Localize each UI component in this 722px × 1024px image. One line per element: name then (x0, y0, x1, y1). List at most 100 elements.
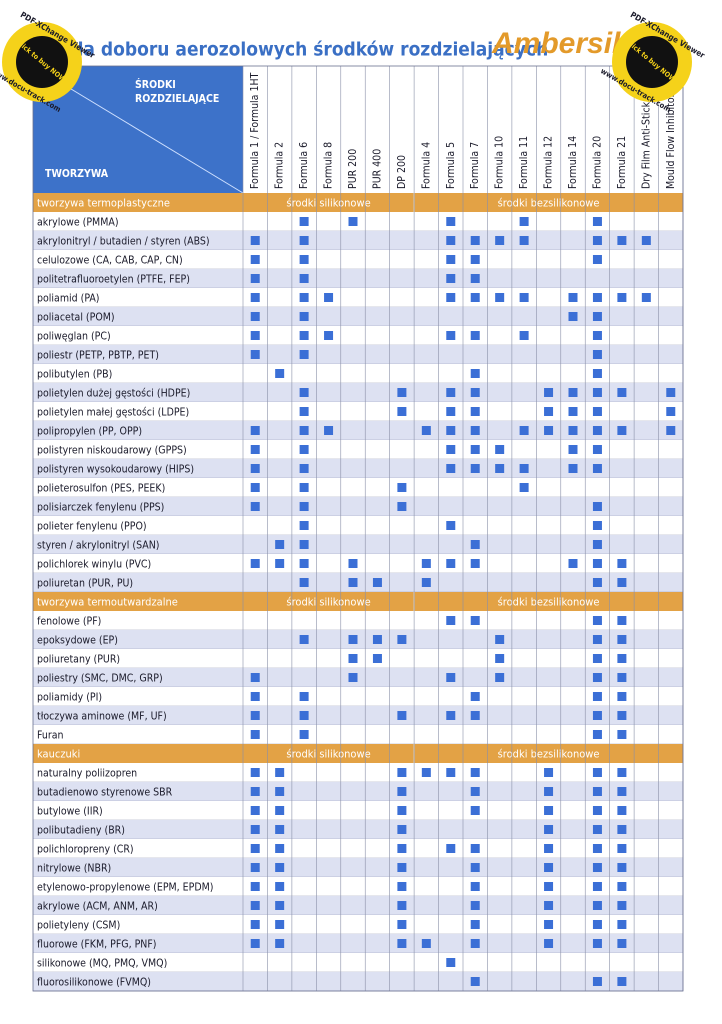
compat-mark (470, 711, 480, 720)
column-header: Formula 10 (494, 136, 506, 189)
compat-mark (592, 559, 602, 568)
compat-mark (470, 464, 480, 473)
compat-mark (617, 825, 627, 834)
compat-mark (544, 844, 554, 853)
compat-mark (470, 236, 480, 245)
compat-mark (446, 388, 456, 397)
compat-mark (250, 768, 260, 777)
compat-mark (592, 464, 602, 473)
watermark-core (16, 36, 68, 88)
compat-mark (299, 559, 309, 568)
row-label: poliamidy (PI) (37, 692, 102, 704)
compat-mark (250, 920, 260, 929)
compat-mark (397, 711, 407, 720)
compat-mark (641, 236, 651, 245)
compat-mark (275, 369, 285, 378)
compat-mark (568, 464, 578, 473)
row-label: poliuretany (PUR) (37, 654, 120, 666)
row-label: Furan (37, 730, 64, 742)
section-name: kauczuki (37, 748, 80, 761)
table-row (33, 649, 683, 668)
compat-mark (446, 217, 456, 226)
compat-mark (617, 578, 627, 587)
compat-mark (299, 331, 309, 340)
section-name: tworzywa termoutwardzalne (37, 596, 178, 609)
row-label: polichloropreny (CR) (37, 844, 134, 856)
row-label: polistyren niskoudarowy (GPPS) (37, 445, 187, 457)
compat-mark (397, 483, 407, 492)
compat-mark (250, 255, 260, 264)
compat-mark (250, 692, 260, 701)
compat-mark (348, 673, 358, 682)
row-label: polistyren wysokoudarowy (HIPS) (37, 464, 194, 476)
compat-mark (446, 426, 456, 435)
compat-mark (446, 464, 456, 473)
column-header: PUR 200 (347, 149, 359, 189)
table-border (32, 65, 684, 992)
table-row (33, 231, 683, 250)
compat-mark (495, 293, 505, 302)
compat-mark (446, 711, 456, 720)
row-label: akrylowe (PMMA) (37, 217, 119, 229)
compat-mark (495, 654, 505, 663)
compat-mark (275, 844, 285, 853)
compat-mark (250, 939, 260, 948)
table-row (33, 478, 683, 497)
compat-mark (617, 844, 627, 853)
compat-mark (446, 407, 456, 416)
table-row (33, 307, 683, 326)
compat-mark (250, 483, 260, 492)
compat-mark (544, 920, 554, 929)
compat-mark (592, 217, 602, 226)
compat-mark (592, 521, 602, 530)
row-label: fluorowe (FKM, PFG, PNF) (37, 939, 156, 951)
compat-mark (519, 426, 529, 435)
compat-mark (592, 787, 602, 796)
compat-mark (592, 825, 602, 834)
compat-mark (397, 502, 407, 511)
compat-mark (592, 920, 602, 929)
compat-mark (250, 464, 260, 473)
column-header: Mould Flow Inhibitor (665, 93, 677, 189)
compat-mark (568, 293, 578, 302)
row-label: poliestry (SMC, DMC, GRP) (37, 673, 163, 685)
compat-mark (617, 388, 627, 397)
compat-mark (446, 559, 456, 568)
compat-mark (250, 882, 260, 891)
compat-mark (592, 939, 602, 948)
table-row (33, 554, 683, 573)
compat-mark (299, 274, 309, 283)
column-header: Formula 20 (591, 136, 603, 189)
row-label: poliestr (PETP, PBTP, PET) (37, 350, 159, 362)
compat-mark (592, 635, 602, 644)
compat-mark (397, 844, 407, 853)
row-label: polietyleny (CSM) (37, 920, 120, 932)
compat-mark (250, 445, 260, 454)
compat-mark (495, 635, 505, 644)
compat-mark (446, 844, 456, 853)
compat-mark (544, 901, 554, 910)
compat-mark (250, 331, 260, 340)
compat-mark (299, 692, 309, 701)
compat-mark (592, 901, 602, 910)
compat-mark (592, 616, 602, 625)
table-row (33, 345, 683, 364)
column-header: Formula 12 (543, 136, 555, 189)
section-row (33, 193, 683, 212)
compat-mark (617, 673, 627, 682)
row-label: polibutylen (PB) (37, 369, 112, 381)
compat-mark (519, 464, 529, 473)
compat-mark (397, 920, 407, 929)
compat-mark (592, 369, 602, 378)
compat-mark (446, 236, 456, 245)
compat-mark (617, 654, 627, 663)
compat-mark (250, 901, 260, 910)
row-label: polieter fenylenu (PPO) (37, 521, 147, 533)
compat-mark (592, 844, 602, 853)
table-row (33, 212, 683, 231)
compat-mark (495, 236, 505, 245)
compat-mark (470, 331, 480, 340)
title: Tabela doboru aerozolowych środków rozdz… (33, 39, 548, 61)
compat-mark (397, 882, 407, 891)
table-row (33, 402, 683, 421)
